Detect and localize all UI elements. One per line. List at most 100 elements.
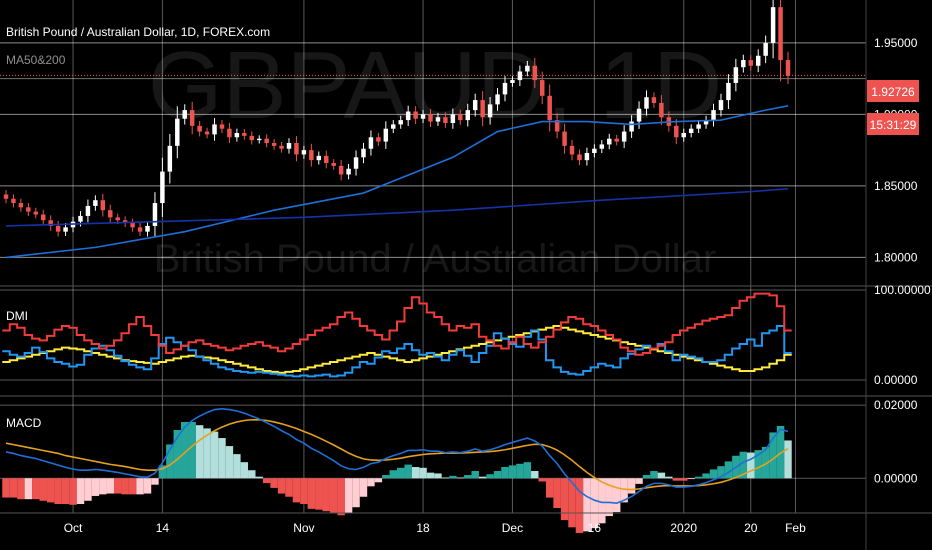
candle-body[interactable] — [63, 227, 68, 232]
candle-body[interactable] — [93, 200, 98, 206]
candle-body[interactable] — [175, 118, 180, 146]
candle-body[interactable] — [11, 198, 16, 204]
candle-body[interactable] — [659, 102, 664, 118]
candle-body[interactable] — [108, 210, 113, 218]
candle-body[interactable] — [554, 120, 560, 132]
candle-body[interactable] — [420, 114, 426, 119]
candle-body[interactable] — [405, 111, 411, 121]
candle-body[interactable] — [763, 42, 768, 56]
candle-body[interactable] — [584, 153, 590, 161]
candle-body[interactable] — [599, 144, 605, 149]
candle-body[interactable] — [450, 114, 456, 123]
candle-body[interactable] — [137, 227, 143, 232]
candle-body[interactable] — [651, 97, 657, 103]
candle-body[interactable] — [33, 211, 39, 215]
price-axis[interactable]: 1.950001.900001.850001.80000100.000000.0… — [874, 36, 931, 485]
candle-body[interactable] — [525, 65, 530, 72]
candle-body[interactable] — [160, 171, 165, 204]
candle-body[interactable] — [353, 157, 359, 169]
candle-body[interactable] — [18, 203, 24, 208]
candle-body[interactable] — [607, 138, 612, 145]
candle-body[interactable] — [733, 67, 739, 83]
candle-body[interactable] — [286, 143, 292, 149]
candle-body[interactable] — [398, 120, 403, 125]
candle-body[interactable] — [316, 155, 322, 161]
candle-body[interactable] — [674, 125, 679, 138]
candle-body[interactable] — [711, 110, 716, 121]
candle-body[interactable] — [383, 128, 389, 142]
candle-body[interactable] — [510, 80, 515, 83]
candle-body[interactable] — [621, 131, 627, 142]
candle-body[interactable] — [100, 200, 106, 211]
candle-body[interactable] — [242, 132, 247, 136]
candle-body[interactable] — [249, 135, 255, 141]
macd-legend[interactable]: MACD — [6, 416, 42, 430]
candle-body[interactable] — [189, 110, 195, 126]
candle-body[interactable] — [331, 163, 336, 166]
candle-body[interactable] — [279, 145, 284, 149]
candle-body[interactable] — [3, 194, 9, 199]
candle-body[interactable] — [502, 82, 508, 95]
candle-body[interactable] — [428, 114, 433, 122]
candle-body[interactable] — [688, 128, 694, 133]
candle-body[interactable] — [748, 60, 753, 66]
candle-body[interactable] — [48, 220, 53, 226]
candle-body[interactable] — [85, 205, 91, 216]
candle-body[interactable] — [26, 207, 31, 212]
candle-body[interactable] — [480, 100, 485, 118]
candle-body[interactable] — [495, 94, 500, 105]
candle-body[interactable] — [443, 117, 448, 123]
dmi-legend[interactable]: DMI — [6, 309, 28, 323]
ma-legend[interactable]: MA50&200 — [6, 53, 66, 67]
candle-body[interactable] — [636, 108, 642, 122]
candle-body[interactable] — [182, 110, 187, 119]
candle-body[interactable] — [592, 148, 597, 154]
candle-body[interactable] — [614, 138, 619, 142]
candle-body[interactable] — [539, 80, 545, 96]
candle-body[interactable] — [338, 165, 344, 175]
candle-body[interactable] — [346, 168, 351, 175]
candle-body[interactable] — [778, 7, 783, 61]
candle-body[interactable] — [130, 223, 135, 228]
candle-body[interactable] — [227, 128, 232, 138]
candle-body[interactable] — [264, 138, 269, 143]
candle-body[interactable] — [569, 145, 575, 155]
time-axis[interactable]: Oct 14 Nov 18 Dec 16 2020 20 Feb — [64, 521, 806, 535]
candle-body[interactable] — [41, 214, 46, 221]
dmi-pane[interactable] — [2, 292, 792, 378]
candle-body[interactable] — [770, 7, 776, 43]
candle-body[interactable] — [376, 137, 381, 142]
ma200-line[interactable] — [5, 187, 789, 227]
candle-body[interactable] — [78, 215, 83, 222]
candle-body[interactable] — [212, 124, 217, 135]
candle-body[interactable] — [234, 132, 240, 138]
candle-body[interactable] — [361, 148, 366, 158]
candle-body[interactable] — [145, 225, 150, 232]
candle-body[interactable] — [368, 137, 374, 149]
candle-body[interactable] — [115, 217, 120, 221]
candle-body[interactable] — [122, 220, 128, 224]
candle-body[interactable] — [472, 100, 478, 111]
candle-body[interactable] — [458, 114, 463, 121]
candle-body[interactable] — [324, 155, 329, 164]
candle-body[interactable] — [219, 124, 225, 129]
candle-body[interactable] — [577, 154, 582, 161]
candle-body[interactable] — [487, 104, 493, 118]
ma50-line[interactable] — [5, 105, 789, 259]
macd-line[interactable] — [5, 407, 789, 504]
price-pane[interactable] — [3, 0, 791, 259]
candle-body[interactable] — [294, 143, 299, 155]
macd-signal-line[interactable] — [5, 418, 789, 491]
candle-body[interactable] — [517, 71, 523, 81]
candle-body[interactable] — [644, 97, 649, 109]
candle-body[interactable] — [167, 145, 173, 172]
candle-body[interactable] — [391, 124, 396, 129]
candle-body[interactable] — [204, 131, 210, 135]
candle-body[interactable] — [309, 150, 314, 161]
candle-body[interactable] — [435, 117, 441, 122]
candle-body[interactable] — [413, 111, 418, 119]
candle-body[interactable] — [197, 125, 202, 132]
candle-body[interactable] — [755, 55, 761, 66]
candle-body[interactable] — [532, 65, 538, 81]
